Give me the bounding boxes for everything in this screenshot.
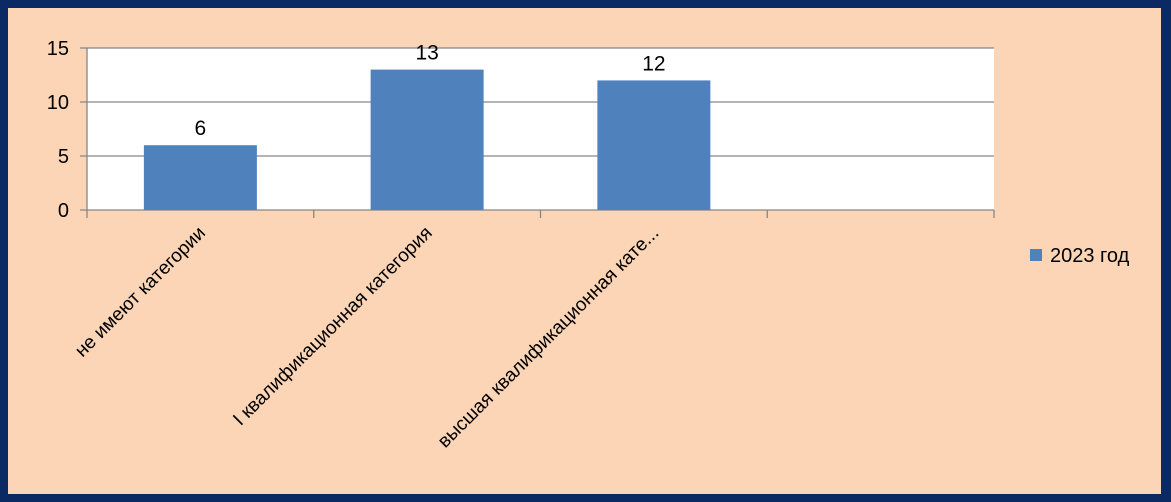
y-tick-label: 0 (58, 200, 69, 222)
bar (143, 145, 257, 210)
legend-label: 2023 год (1050, 245, 1130, 267)
y-tick-label: 15 (47, 38, 69, 60)
x-tick-label: не имеют категории (71, 223, 210, 362)
bar (370, 69, 484, 210)
data-label: 6 (195, 117, 207, 140)
y-tick-label: 10 (47, 92, 69, 114)
data-label: 12 (642, 52, 665, 75)
bar (597, 80, 711, 211)
x-tick-label: I квалификационная категория (229, 223, 436, 430)
y-tick-label: 5 (58, 146, 69, 168)
x-tick-label: высшая квалификационная кате... (434, 223, 664, 453)
legend-swatch (1030, 249, 1042, 261)
data-label: 13 (415, 42, 438, 65)
